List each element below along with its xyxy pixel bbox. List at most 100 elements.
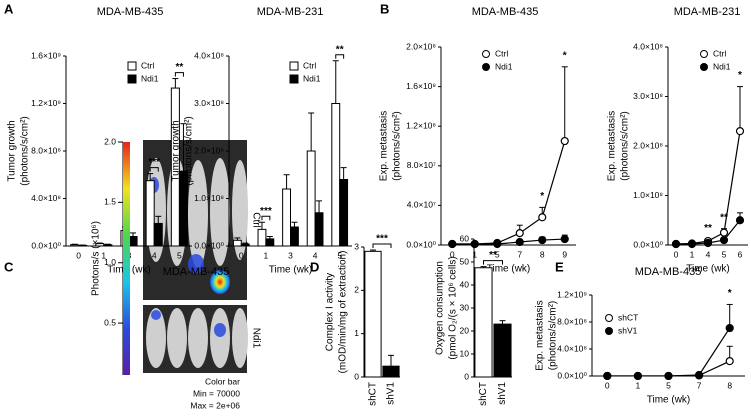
- x-tick-label: 5: [666, 380, 671, 390]
- series-line: [452, 140, 566, 245]
- panel-label: C: [4, 259, 14, 274]
- x-axis-label: Time (wk): [487, 264, 531, 275]
- chart-title: MDA-MB-435: [163, 266, 230, 278]
- point: [719, 228, 729, 237]
- significance: **: [489, 250, 497, 261]
- significance: ***: [148, 157, 160, 168]
- bar: [314, 212, 324, 247]
- bar: [153, 222, 163, 247]
- bar: [331, 103, 341, 247]
- legend-label: Ctrl: [713, 48, 726, 58]
- bar: [306, 150, 316, 247]
- bar: [257, 228, 267, 247]
- significance: *: [563, 50, 567, 61]
- x-tick-label: shCT: [368, 382, 379, 406]
- y-tick-label: 1.6×10⁸: [406, 81, 436, 91]
- y-tick-label: 2.0×10⁸: [194, 145, 224, 155]
- series-line: [452, 238, 565, 245]
- y-tick-label: 0.5: [104, 317, 116, 327]
- bar: [339, 179, 349, 247]
- x-axis-label: Time (wk): [269, 265, 313, 276]
- legend-label: Ctrl: [141, 60, 154, 70]
- y-tick-label: 2.0×10⁸: [406, 41, 436, 51]
- x-tick-label: shV1: [386, 382, 397, 405]
- y-tick-label: 1.0×10⁸: [194, 193, 224, 203]
- y-tick-label: 0.0×10⁰: [633, 239, 663, 249]
- legend-swatch: [605, 314, 613, 322]
- bar: [474, 267, 493, 378]
- y-tick-label: 4.0×10⁸: [31, 193, 61, 203]
- bar: [382, 365, 400, 378]
- y-tick-label: 8.0×10⁷: [407, 160, 436, 170]
- bracket: [174, 72, 184, 77]
- significance: **: [336, 44, 344, 55]
- x-axis-label: Time (wk): [647, 395, 691, 406]
- point: [725, 357, 734, 366]
- significance: *: [728, 288, 732, 299]
- x-tick-label: 4: [313, 250, 318, 260]
- point: [538, 235, 547, 245]
- point: [687, 239, 697, 249]
- point: [560, 234, 569, 244]
- y-tick-label: 1.5: [104, 197, 116, 207]
- point: [664, 371, 673, 381]
- y-axis-label: (mOD/min/mg of extraction): [338, 251, 349, 374]
- chart-title: MDA-MB-435: [635, 266, 702, 278]
- y-axis-label: (photons/s/cm²): [20, 116, 31, 185]
- bar: [290, 226, 299, 247]
- legend-label: Ndi1: [303, 73, 321, 83]
- signal: [210, 270, 230, 294]
- significance: *: [738, 70, 742, 81]
- x-tick-label: 1: [690, 249, 695, 259]
- y-axis-label: (pmol O₂/(s × 10⁶ cells): [448, 256, 459, 359]
- legend-swatch: [127, 61, 137, 71]
- legend-swatch: [482, 50, 490, 58]
- x-tick-label: 7: [517, 249, 522, 259]
- legend-label: Ndi1: [495, 61, 513, 71]
- x-tick-label: 4: [152, 250, 157, 260]
- bracket: [335, 54, 345, 59]
- x-tick-label: shCT: [478, 382, 489, 406]
- significance: **: [704, 223, 712, 234]
- y-tick-label: 0: [464, 371, 469, 381]
- x-tick-label: 8: [540, 249, 545, 259]
- bar: [364, 250, 382, 378]
- legend-label: Ndi1: [713, 61, 731, 71]
- bar: [493, 323, 512, 378]
- bracket: [483, 260, 503, 265]
- legend-swatch: [700, 63, 708, 71]
- panel-label: A: [4, 1, 14, 16]
- point: [694, 370, 704, 380]
- x-tick-label: 0: [450, 249, 455, 259]
- y-axis-label: Oxygen consumption: [435, 261, 446, 355]
- y-tick-label: 1.2×10⁹: [31, 98, 61, 108]
- point: [515, 237, 524, 247]
- point: [560, 136, 569, 146]
- x-axis-label: Time (wk): [686, 264, 730, 275]
- y-tick-label: 1.0×10⁸: [633, 190, 663, 200]
- y-tick-label: 60: [460, 233, 470, 243]
- bracket: [372, 243, 392, 249]
- x-tick-label: 5: [495, 249, 500, 259]
- y-tick-label: 4.0×10⁸: [557, 343, 587, 353]
- significance: ***: [260, 206, 272, 217]
- point: [703, 238, 713, 248]
- colorbar: [123, 142, 130, 375]
- y-tick-label: 0.0×10⁰: [557, 370, 587, 380]
- legend-label: Ctrl: [303, 60, 316, 70]
- point: [719, 235, 729, 245]
- colorbar-note: Max = 2e+06: [190, 400, 240, 410]
- y-axis-label: Tumor growth: [7, 120, 18, 181]
- y-tick-label: 1.0: [104, 257, 116, 267]
- y-tick-label: 2.0×10⁸: [633, 140, 663, 150]
- row-label: Ndi1: [250, 328, 261, 349]
- x-tick-label: 1: [636, 380, 641, 390]
- significance: *: [540, 191, 544, 202]
- y-tick-label: 30: [460, 302, 470, 312]
- colorbar-note: Color bar: [205, 376, 240, 386]
- y-tick-label: 1.2×10⁹: [557, 289, 587, 299]
- x-tick-label: 6: [738, 249, 743, 259]
- x-tick-label: 8: [727, 380, 732, 390]
